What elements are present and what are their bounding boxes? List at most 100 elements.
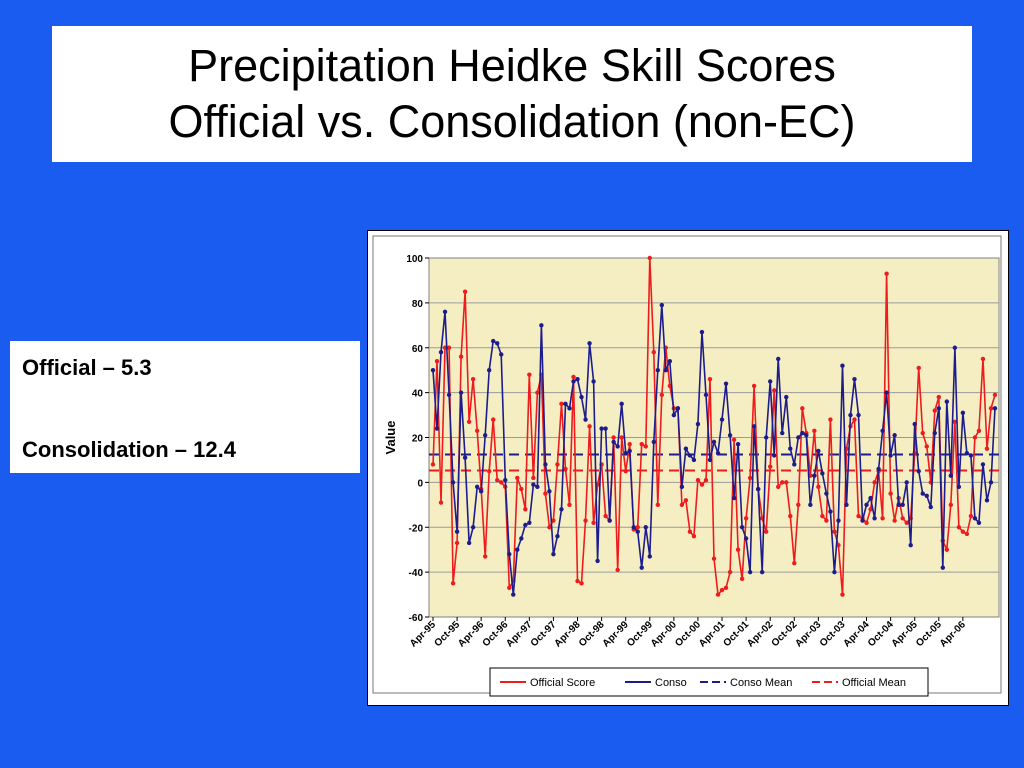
y-tick-label: 60 [412, 344, 424, 355]
conso-point [964, 451, 970, 456]
official-point [735, 547, 741, 552]
conso-point [719, 417, 725, 422]
official-point [956, 525, 962, 530]
conso-point [539, 323, 544, 328]
conso-point [603, 426, 608, 431]
official-point [900, 516, 905, 521]
official-point [924, 444, 929, 449]
official-point [523, 507, 528, 512]
conso-point [852, 376, 857, 382]
conso-point [619, 401, 624, 407]
official-point [567, 502, 572, 508]
conso-point [960, 410, 966, 416]
official-point [800, 406, 805, 411]
official-point [747, 475, 753, 481]
official-point [784, 480, 789, 485]
conso-point [623, 451, 628, 456]
y-tick-label: 40 [412, 389, 424, 400]
official-point [579, 581, 584, 586]
conso-point [635, 529, 640, 534]
official-point [695, 477, 701, 483]
official-point [723, 585, 729, 591]
official-point [768, 464, 773, 469]
official-point [703, 477, 709, 483]
conso-point [848, 412, 853, 418]
official-point [495, 477, 500, 483]
official-point [872, 480, 877, 485]
conso-point [844, 502, 849, 508]
conso-point [707, 457, 713, 463]
conso-point [860, 518, 865, 523]
official-point [691, 534, 697, 539]
official-point [772, 388, 777, 393]
official-point [988, 406, 994, 411]
title-box: Precipitation Heidke Skill Scores Offici… [52, 26, 972, 162]
conso-point [663, 367, 669, 373]
official-point [547, 525, 552, 530]
legend-label-official-score: Official Score [530, 677, 595, 689]
official-point [470, 376, 476, 382]
conso-point [836, 518, 841, 523]
official-point [888, 491, 893, 496]
official-point [743, 516, 749, 521]
conso-point [868, 495, 873, 501]
conso-point [647, 554, 652, 559]
conso-point [880, 428, 885, 433]
conso-point [824, 491, 829, 496]
official-point [655, 502, 660, 508]
official-point [643, 444, 648, 449]
conso-point [976, 520, 982, 525]
official-point [904, 520, 909, 525]
official-point [880, 516, 885, 521]
official-point [543, 491, 548, 496]
official-point [474, 428, 480, 433]
conso-point [980, 462, 986, 467]
y-tick-label: 100 [406, 254, 423, 265]
official-point [687, 529, 693, 534]
conso-point [442, 309, 448, 315]
official-point [603, 513, 608, 519]
conso-point [992, 406, 998, 411]
official-point [587, 424, 592, 429]
conso-point [751, 424, 757, 429]
conso-point [828, 509, 833, 514]
conso-point [888, 453, 893, 458]
conso-point [788, 446, 793, 451]
conso-point [615, 444, 620, 449]
conso-point [928, 504, 933, 510]
official-point [611, 435, 616, 440]
conso-point [583, 417, 588, 422]
conso-point [482, 433, 488, 438]
conso-point [555, 534, 560, 539]
official-point [647, 255, 652, 261]
official-point [715, 592, 721, 597]
official-point [699, 482, 705, 487]
conso-point [952, 345, 958, 350]
conso-point [780, 430, 785, 436]
official-point [683, 498, 689, 503]
conso-point [523, 522, 528, 528]
conso-point [792, 462, 797, 467]
conso-point [968, 453, 974, 458]
conso-point [988, 480, 994, 485]
conso-point [643, 525, 648, 530]
conso-point [699, 329, 705, 335]
conso-point [924, 493, 929, 499]
title-line-1: Precipitation Heidke Skill Scores [188, 40, 836, 91]
conso-point [820, 471, 825, 476]
official-point [828, 417, 833, 422]
conso-point [856, 412, 861, 418]
conso-point [519, 536, 524, 541]
conso-point [908, 543, 913, 548]
conso-point [687, 453, 693, 458]
official-point [868, 507, 873, 512]
official-point [820, 513, 825, 519]
official-point [583, 518, 588, 523]
official-point [487, 468, 492, 474]
official-point [434, 359, 440, 364]
conso-point [804, 433, 809, 438]
official-point [531, 475, 536, 481]
official-point [884, 271, 889, 276]
conso-point [916, 468, 921, 474]
conso-point [703, 392, 709, 398]
